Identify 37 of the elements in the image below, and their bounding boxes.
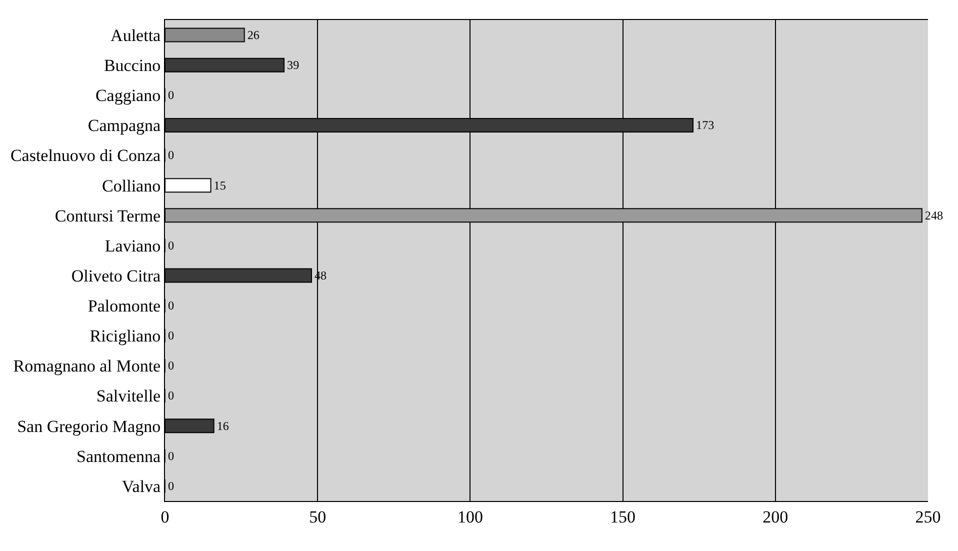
data-label: 0 (168, 148, 174, 162)
y-tick-label: Valva (122, 476, 162, 496)
data-label: 248 (924, 208, 944, 222)
data-label: 0 (168, 88, 174, 102)
data-label: 16 (216, 418, 229, 433)
y-tick-label: Laviano (104, 236, 161, 256)
x-tick-label: 150 (610, 507, 636, 526)
y-tick-label: Palomonte (88, 296, 161, 316)
y-tick-label: Oliveto Citra (71, 266, 162, 286)
y-tick-label: San Gregorio Magno (17, 416, 161, 436)
data-label: 15 (214, 178, 226, 192)
data-label: 173 (696, 118, 714, 132)
data-label: 0 (168, 298, 174, 313)
data-label: 26 (247, 28, 260, 42)
y-tick-label: Colliano (102, 176, 161, 196)
x-tick-label: 200 (762, 507, 788, 526)
data-label: 39 (287, 58, 300, 72)
y-tick-label: Castelnuovo di Conza (10, 146, 162, 166)
x-tick-label: 50 (309, 507, 326, 526)
x-tick-label: 250 (915, 507, 941, 526)
y-tick-label: Contursi Terme (54, 206, 161, 226)
y-tick-label: Ricigliano (90, 326, 161, 346)
x-tick-label: 100 (457, 507, 483, 526)
data-label: 0 (168, 238, 174, 252)
data-label: 0 (168, 478, 174, 493)
y-tick-label: Caggiano (95, 86, 161, 106)
data-label: 0 (168, 448, 174, 463)
x-tick-label: 0 (160, 507, 170, 526)
y-tick-label: Salvitelle (96, 386, 161, 406)
y-tick-label: Campagna (88, 116, 162, 136)
y-tick-label: Romagnano al Monte (13, 356, 161, 376)
y-tick-label: Auletta (110, 26, 162, 45)
data-label: 0 (168, 388, 174, 403)
data-label: 0 (168, 328, 174, 343)
y-tick-label: Buccino (104, 56, 161, 76)
data-label: 0 (168, 358, 174, 373)
y-tick-label: Santomenna (76, 446, 162, 466)
